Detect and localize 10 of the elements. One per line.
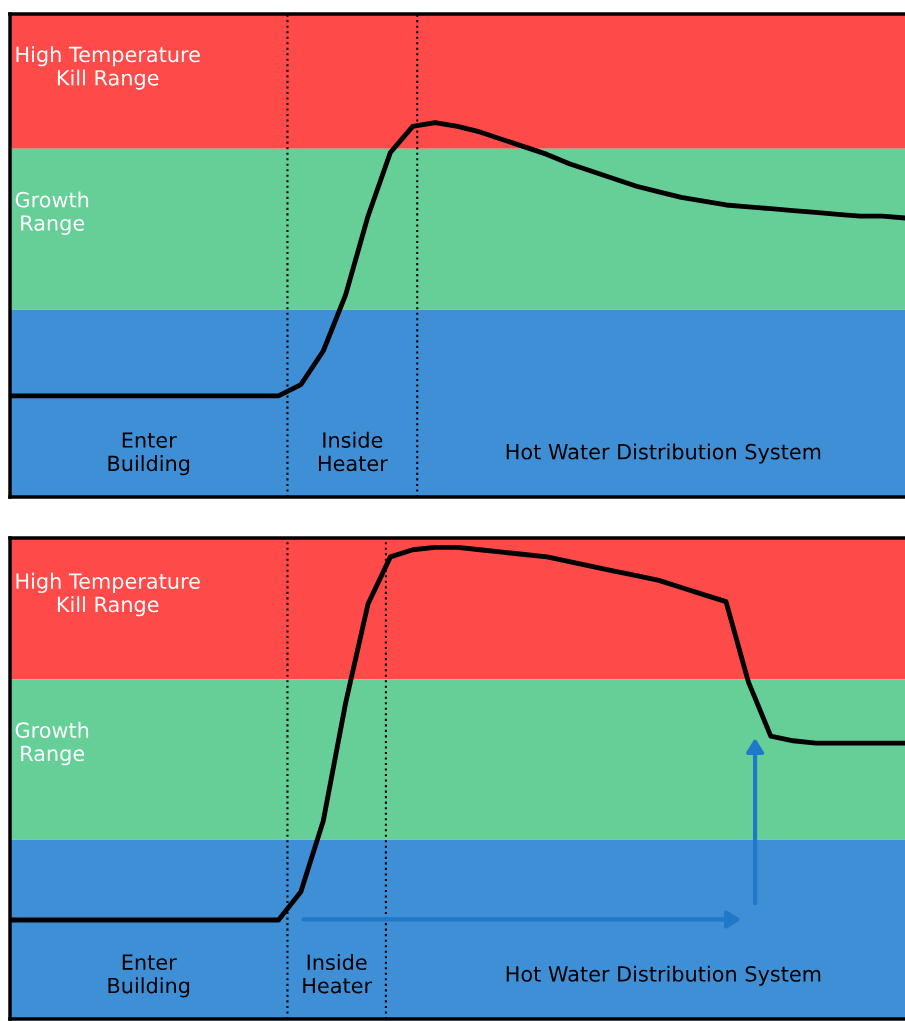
annotation: Enter Building	[108, 954, 190, 998]
annotation: Inside Heater	[303, 953, 373, 994]
band-label: High Temperature Kill Range	[16, 46, 200, 90]
band-label: Growth Range	[15, 191, 89, 235]
annotation: Enter Building	[108, 432, 190, 476]
band-label: Growth Range	[15, 721, 89, 766]
band-label: High Temperature Kill Range	[16, 572, 200, 617]
annotation: Inside Heater	[318, 431, 388, 472]
annotation: Hot Water Distribution System	[506, 965, 821, 986]
annotation: Hot Water Distribution System	[506, 443, 821, 464]
